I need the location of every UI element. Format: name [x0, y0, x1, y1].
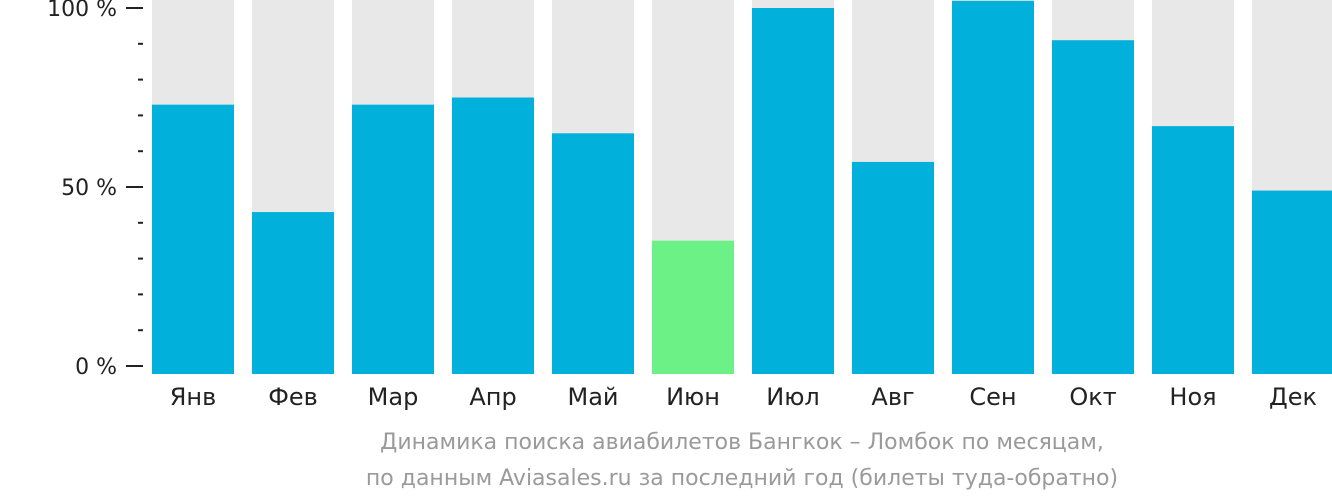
- bar-7: [852, 161, 934, 374]
- x-tick-label-10: Ноя: [1169, 383, 1216, 411]
- x-axis-labels: Янв Фев Мар Апр Май Июн Июл Авг Сен Окт Ноя Дек: [170, 383, 1317, 411]
- x-tick-label-6: Июл: [766, 383, 820, 411]
- x-tick-label-4: Май: [567, 383, 618, 411]
- bar-11: [1252, 190, 1332, 374]
- x-tick-label-8: Сен: [969, 383, 1016, 411]
- x-tick-label-2: Мар: [368, 383, 419, 411]
- y-tick-label-2: 0 %: [75, 355, 117, 380]
- bar-8: [952, 0, 1034, 375]
- x-tick-label-1: Фев: [268, 383, 318, 411]
- x-tick-label-9: Окт: [1069, 383, 1116, 411]
- bar-chart: 100 % 50 % 0 % Янв Фев Мар Апр Май Июн Июл Авг Сен…: [47, 0, 1332, 411]
- bar-1: [252, 212, 334, 374]
- bar-6: [752, 8, 834, 374]
- x-tick-label-0: Янв: [170, 383, 217, 411]
- bar-10: [1152, 126, 1234, 374]
- y-tick-label-1: 50 %: [61, 176, 117, 201]
- chart-caption-line-2: по данным Aviasales.ru за последний год …: [365, 466, 1119, 491]
- bar-4: [552, 133, 634, 374]
- bar-5: [652, 240, 734, 374]
- x-tick-label-5: Июн: [666, 383, 720, 411]
- bar-2: [352, 104, 434, 374]
- y-tick-label-0: 100 %: [47, 0, 117, 22]
- x-tick-label-11: Дек: [1269, 383, 1317, 411]
- x-tick-label-3: Апр: [469, 383, 516, 411]
- bar-9: [1052, 40, 1134, 374]
- bars: [152, 0, 1332, 375]
- bar-0: [152, 104, 234, 374]
- bar-3: [452, 97, 534, 374]
- y-axis: 100 % 50 % 0 %: [47, 0, 143, 380]
- chart-caption-line-1: Динамика поиска авиабилетов Бангкок – Ло…: [380, 430, 1104, 455]
- x-tick-label-7: Авг: [871, 383, 914, 411]
